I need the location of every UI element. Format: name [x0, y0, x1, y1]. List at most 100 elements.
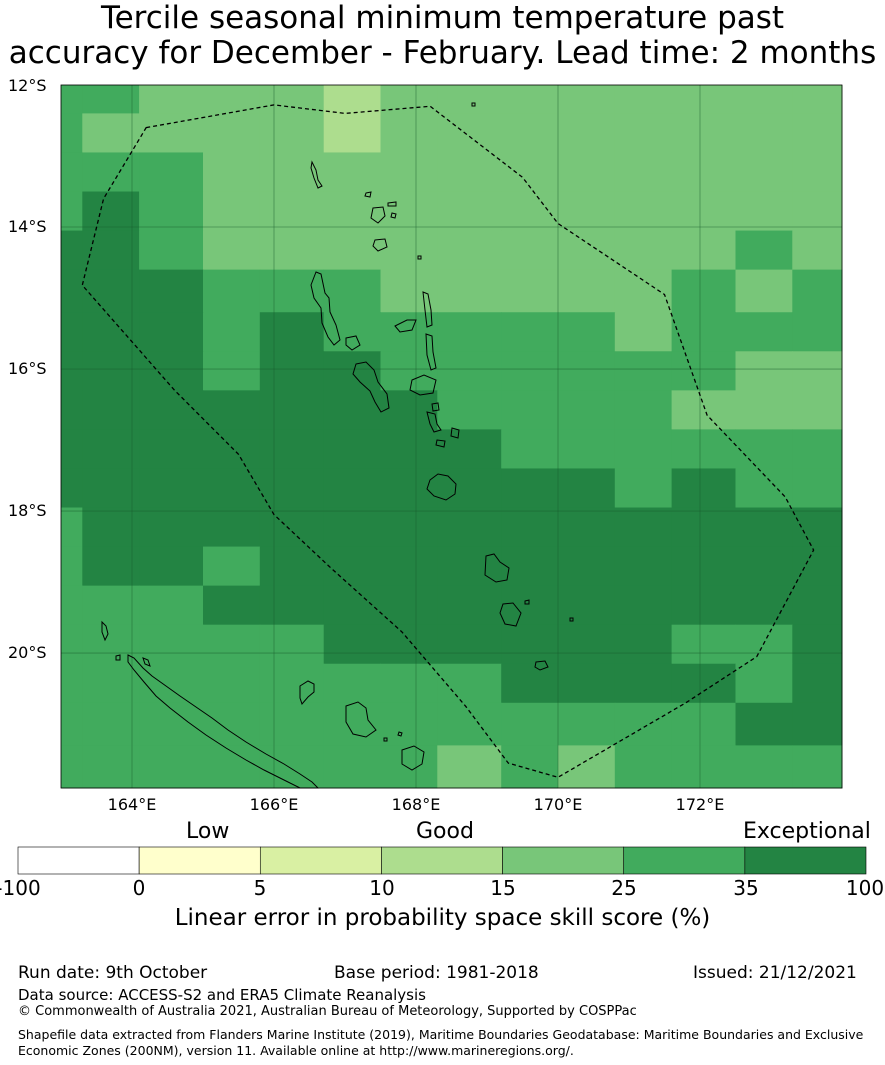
skill-cell [437, 85, 502, 114]
skill-cell [792, 152, 843, 193]
skill-cell [380, 113, 438, 153]
skill-cell [735, 152, 793, 193]
skill-cell [792, 230, 843, 271]
skill-cell [501, 230, 559, 271]
island-vanua-lava [370, 206, 386, 224]
skill-cell [139, 85, 204, 114]
lon-label-166e: 166°E [249, 795, 299, 814]
skill-cell [437, 468, 502, 509]
skill-cell [82, 230, 140, 271]
island-aoba [394, 319, 417, 333]
skill-cell [437, 702, 502, 746]
skill-cell [558, 663, 616, 704]
skill-cell [501, 663, 559, 704]
skill-cell [323, 312, 381, 352]
skill-cell [139, 663, 204, 704]
skill-cell [82, 85, 140, 114]
skill-cell [437, 624, 502, 665]
skill-cell [61, 468, 83, 509]
skill-cell [139, 152, 204, 193]
eez-boundary [81, 104, 815, 779]
skill-cell [380, 585, 438, 626]
island-gaua [372, 238, 388, 252]
skill-cell [61, 85, 83, 114]
skill-cell [82, 312, 140, 352]
skill-cell [323, 429, 381, 469]
skill-cell [139, 546, 204, 587]
skill-cell [139, 745, 204, 789]
lat-label-12s: 12°S [8, 76, 47, 95]
lat-label-16s: 16°S [8, 359, 47, 378]
skill-cell [614, 702, 673, 746]
skill-cell [735, 85, 793, 114]
skill-cell [671, 85, 736, 114]
skill-cell [614, 312, 673, 352]
island-small6 [383, 737, 388, 742]
skill-cell [558, 191, 616, 232]
colorbar-axis-label: Linear error in probability space skill … [174, 905, 711, 931]
skill-cell [203, 191, 261, 232]
colorbar-segment [17, 846, 140, 875]
skill-cell [437, 507, 502, 548]
colorbar-good-label: Good [416, 819, 474, 844]
skill-cell [259, 585, 325, 626]
skill-cell [501, 113, 559, 153]
skill-cell [323, 546, 381, 587]
skill-cell [259, 390, 325, 430]
skill-cell [614, 624, 673, 665]
skill-cell [735, 745, 793, 789]
island-malekula [352, 361, 390, 413]
skill-cell [614, 152, 673, 193]
skill-cell [735, 507, 793, 548]
coastlines [101, 102, 574, 789]
skill-cell [61, 429, 83, 469]
skill-cell [139, 507, 204, 548]
skill-cell [671, 390, 736, 430]
skill-cell [671, 546, 736, 587]
skill-cell [614, 269, 673, 313]
skill-cell [735, 312, 793, 352]
skill-cell [558, 507, 616, 548]
skill-cell [671, 585, 736, 626]
skill-cell [323, 351, 381, 391]
skill-cell [437, 152, 502, 193]
skill-cell [735, 351, 793, 391]
skill-cell [437, 390, 502, 430]
skill-cell [558, 702, 616, 746]
skill-cell [735, 191, 793, 232]
skill-cell [61, 312, 83, 352]
skill-cell [82, 269, 140, 313]
colorbar-segment [259, 846, 382, 875]
skill-cell [380, 152, 438, 193]
skill-cell [82, 546, 140, 587]
skill-cell [82, 624, 140, 665]
skill-cell [792, 351, 843, 391]
skill-cell [61, 269, 83, 313]
skill-cell [259, 507, 325, 548]
skill-cell [437, 745, 502, 789]
skill-cell [259, 113, 325, 153]
skill-cell [558, 269, 616, 313]
skill-cell [614, 191, 673, 232]
skill-cell [380, 390, 438, 430]
skill-cell [558, 312, 616, 352]
island-small1 [417, 255, 422, 260]
skill-cell [671, 191, 736, 232]
skill-cell [82, 351, 140, 391]
skill-cell [203, 624, 261, 665]
skill-cell [437, 546, 502, 587]
skill-cell [437, 585, 502, 626]
skill-cell [671, 312, 736, 352]
skill-cell [259, 745, 325, 789]
skill-cell [558, 351, 616, 391]
skill-cell [323, 230, 381, 271]
issued-date: Issued: 21/12/2021 [693, 963, 857, 983]
skill-cell [323, 191, 381, 232]
skill-cell [437, 191, 502, 232]
skill-cell [792, 585, 843, 626]
skill-cell [735, 269, 793, 313]
skill-cell [614, 585, 673, 626]
skill-cell [501, 429, 559, 469]
skill-cell [139, 113, 204, 153]
skill-cell [61, 390, 83, 430]
